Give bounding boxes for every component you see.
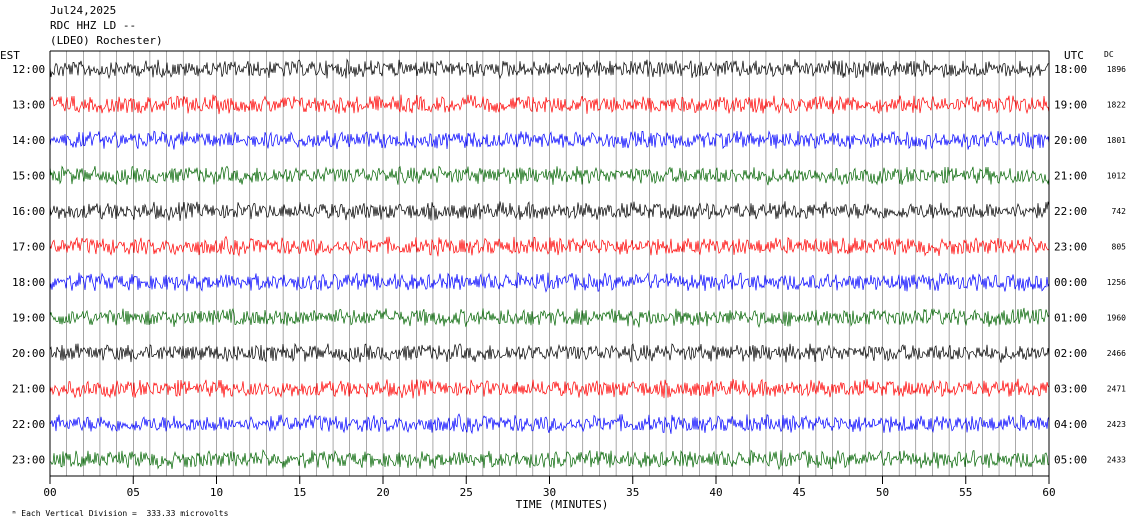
x-axis-title: TIME (MINUTES) (516, 498, 609, 511)
trace-line (49, 201, 1050, 221)
x-tick-label: 25 (460, 486, 473, 499)
dc-offset-label: 805 (1112, 243, 1127, 252)
trace-line (49, 342, 1050, 363)
est-time-label: 19:00 (12, 312, 45, 325)
trace-line (49, 130, 1050, 150)
x-tick-label: 30 (543, 486, 556, 499)
trace-line (49, 58, 1050, 80)
x-tick-label: 40 (709, 486, 722, 499)
utc-axis-label: UTC (1064, 49, 1084, 62)
est-axis-label: EST (0, 49, 20, 62)
trace-line (49, 378, 1050, 399)
station-code: RDC HHZ LD -- (50, 19, 137, 32)
trace-line (49, 235, 1050, 257)
est-time-label: 15:00 (12, 170, 45, 183)
utc-time-label: 19:00 (1054, 99, 1087, 112)
row-labels: 12:00 18:00 1896 13:00 19:00 1822 14:00 20:00 18… (12, 63, 1126, 467)
est-time-label: 21:00 (12, 383, 45, 396)
dc-offset-label: 2423 (1107, 420, 1126, 429)
utc-time-label: 05:00 (1054, 454, 1087, 467)
utc-time-label: 21:00 (1054, 170, 1087, 183)
dc-offset-label: 2466 (1107, 349, 1126, 358)
est-time-label: 23:00 (12, 454, 45, 467)
dc-offset-label: 742 (1112, 207, 1127, 216)
trace-line (49, 413, 1050, 435)
utc-time-label: 04:00 (1054, 418, 1087, 431)
dc-offset-label: 1012 (1107, 172, 1126, 181)
dc-offset-label: 1896 (1107, 65, 1126, 74)
dc-offset-label: 2471 (1107, 385, 1126, 394)
x-tick-label: 55 (959, 486, 972, 499)
est-time-label: 22:00 (12, 418, 45, 431)
grid-lines (66, 51, 1033, 476)
est-time-label: 18:00 (12, 276, 45, 289)
x-tick-label: 05 (127, 486, 140, 499)
est-time-label: 20:00 (12, 347, 45, 360)
est-time-label: 16:00 (12, 205, 45, 218)
utc-time-label: 20:00 (1054, 134, 1087, 147)
scale-icon: ᵐ (11, 509, 22, 518)
scale-footnote: ᵐ Each Vertical Division = 333.33 microv… (2, 500, 229, 518)
x-tick-label: 00 (43, 486, 56, 499)
utc-time-label: 02:00 (1054, 347, 1087, 360)
trace-line (49, 307, 1050, 328)
utc-time-label: 22:00 (1054, 205, 1087, 218)
x-tick-label: 20 (376, 486, 389, 499)
dc-offset-label: 1256 (1107, 278, 1126, 287)
utc-time-label: 00:00 (1054, 276, 1087, 289)
dc-column-label: DC (1104, 50, 1114, 59)
trace-line (49, 94, 1050, 115)
x-tick-label: 35 (626, 486, 639, 499)
scale-text: Each Vertical Division = 333.33 microvol… (21, 509, 229, 518)
utc-time-label: 18:00 (1054, 63, 1087, 76)
dc-offset-label: 2433 (1107, 456, 1126, 465)
x-tick-label: 45 (793, 486, 806, 499)
network-name: (LDEO) Rochester) (50, 34, 163, 47)
est-time-label: 13:00 (12, 99, 45, 112)
trace-line (49, 165, 1050, 186)
est-time-label: 17:00 (12, 241, 45, 254)
trace-line (49, 271, 1050, 293)
seismic-traces (49, 58, 1050, 471)
x-axis-ticks: 00 05 10 15 20 25 30 35 40 45 50 55 60 (43, 476, 1056, 499)
dc-offset-label: 1960 (1107, 314, 1126, 323)
x-tick-label: 10 (210, 486, 223, 499)
x-tick-label: 15 (293, 486, 306, 499)
utc-time-label: 01:00 (1054, 312, 1087, 325)
dc-offset-label: 1822 (1107, 101, 1126, 110)
x-tick-label: 50 (876, 486, 889, 499)
x-tick-label: 60 (1042, 486, 1055, 499)
utc-time-label: 03:00 (1054, 383, 1087, 396)
est-time-label: 14:00 (12, 134, 45, 147)
record-date: Jul24,2025 (50, 4, 117, 17)
utc-time-label: 23:00 (1054, 241, 1087, 254)
trace-line (49, 449, 1050, 471)
dc-offset-label: 1801 (1107, 136, 1126, 145)
est-time-label: 12:00 (12, 63, 45, 76)
